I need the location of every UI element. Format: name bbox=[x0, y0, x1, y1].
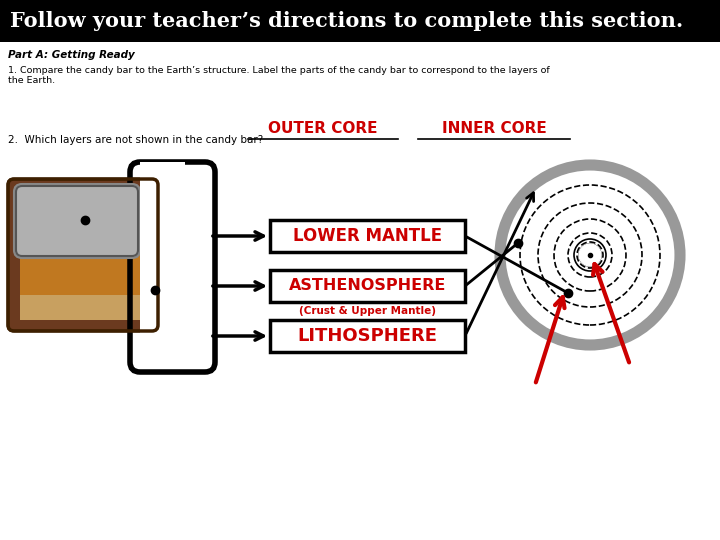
FancyBboxPatch shape bbox=[14, 184, 140, 258]
Bar bbox=[20, 295, 152, 320]
Text: Part A: Getting Ready: Part A: Getting Ready bbox=[8, 50, 135, 60]
FancyBboxPatch shape bbox=[270, 270, 465, 302]
FancyBboxPatch shape bbox=[16, 186, 138, 256]
Circle shape bbox=[579, 244, 601, 266]
Text: Follow your teacher’s directions to complete this section.: Follow your teacher’s directions to comp… bbox=[10, 11, 683, 31]
Text: INNER CORE: INNER CORE bbox=[441, 121, 546, 136]
Bar bbox=[140, 162, 185, 367]
Text: ASTHENOSPHERE: ASTHENOSPHERE bbox=[289, 279, 446, 294]
Bar bbox=[0, 0, 720, 42]
Text: 1. Compare the candy bar to the Earth’s structure. Label the parts of the candy : 1. Compare the candy bar to the Earth’s … bbox=[8, 66, 550, 85]
FancyBboxPatch shape bbox=[8, 179, 158, 331]
Text: LOWER MANTLE: LOWER MANTLE bbox=[293, 227, 442, 245]
Text: 2.  Which layers are not shown in the candy bar?: 2. Which layers are not shown in the can… bbox=[8, 135, 264, 145]
FancyBboxPatch shape bbox=[270, 220, 465, 252]
Text: OUTER CORE: OUTER CORE bbox=[269, 121, 378, 136]
Text: LITHOSPHERE: LITHOSPHERE bbox=[297, 327, 438, 345]
Text: (Crust & Upper Mantle): (Crust & Upper Mantle) bbox=[299, 306, 436, 316]
Bar bbox=[20, 248, 152, 300]
Bar bbox=[22, 242, 132, 320]
FancyBboxPatch shape bbox=[270, 320, 465, 352]
